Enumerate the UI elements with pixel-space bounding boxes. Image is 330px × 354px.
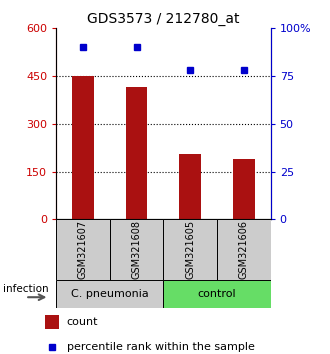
Text: count: count [67, 317, 98, 327]
Text: GSM321605: GSM321605 [185, 220, 195, 279]
Bar [110, 219, 163, 280]
Bar [180, 154, 201, 219]
Bar [233, 159, 254, 219]
Text: control: control [198, 289, 236, 299]
Bar [45, 315, 59, 329]
Text: GSM321608: GSM321608 [132, 220, 142, 279]
Bar [126, 87, 147, 219]
Bar [56, 219, 110, 280]
Bar [56, 280, 163, 308]
Text: GSM321606: GSM321606 [239, 220, 249, 279]
Text: infection: infection [3, 284, 49, 294]
Title: GDS3573 / 212780_at: GDS3573 / 212780_at [87, 12, 240, 26]
Bar [72, 76, 94, 219]
Text: C. pneumonia: C. pneumonia [71, 289, 148, 299]
Bar [163, 280, 271, 308]
Bar [163, 219, 217, 280]
Bar [217, 219, 271, 280]
Text: GSM321607: GSM321607 [78, 220, 88, 279]
Text: percentile rank within the sample: percentile rank within the sample [67, 342, 255, 352]
